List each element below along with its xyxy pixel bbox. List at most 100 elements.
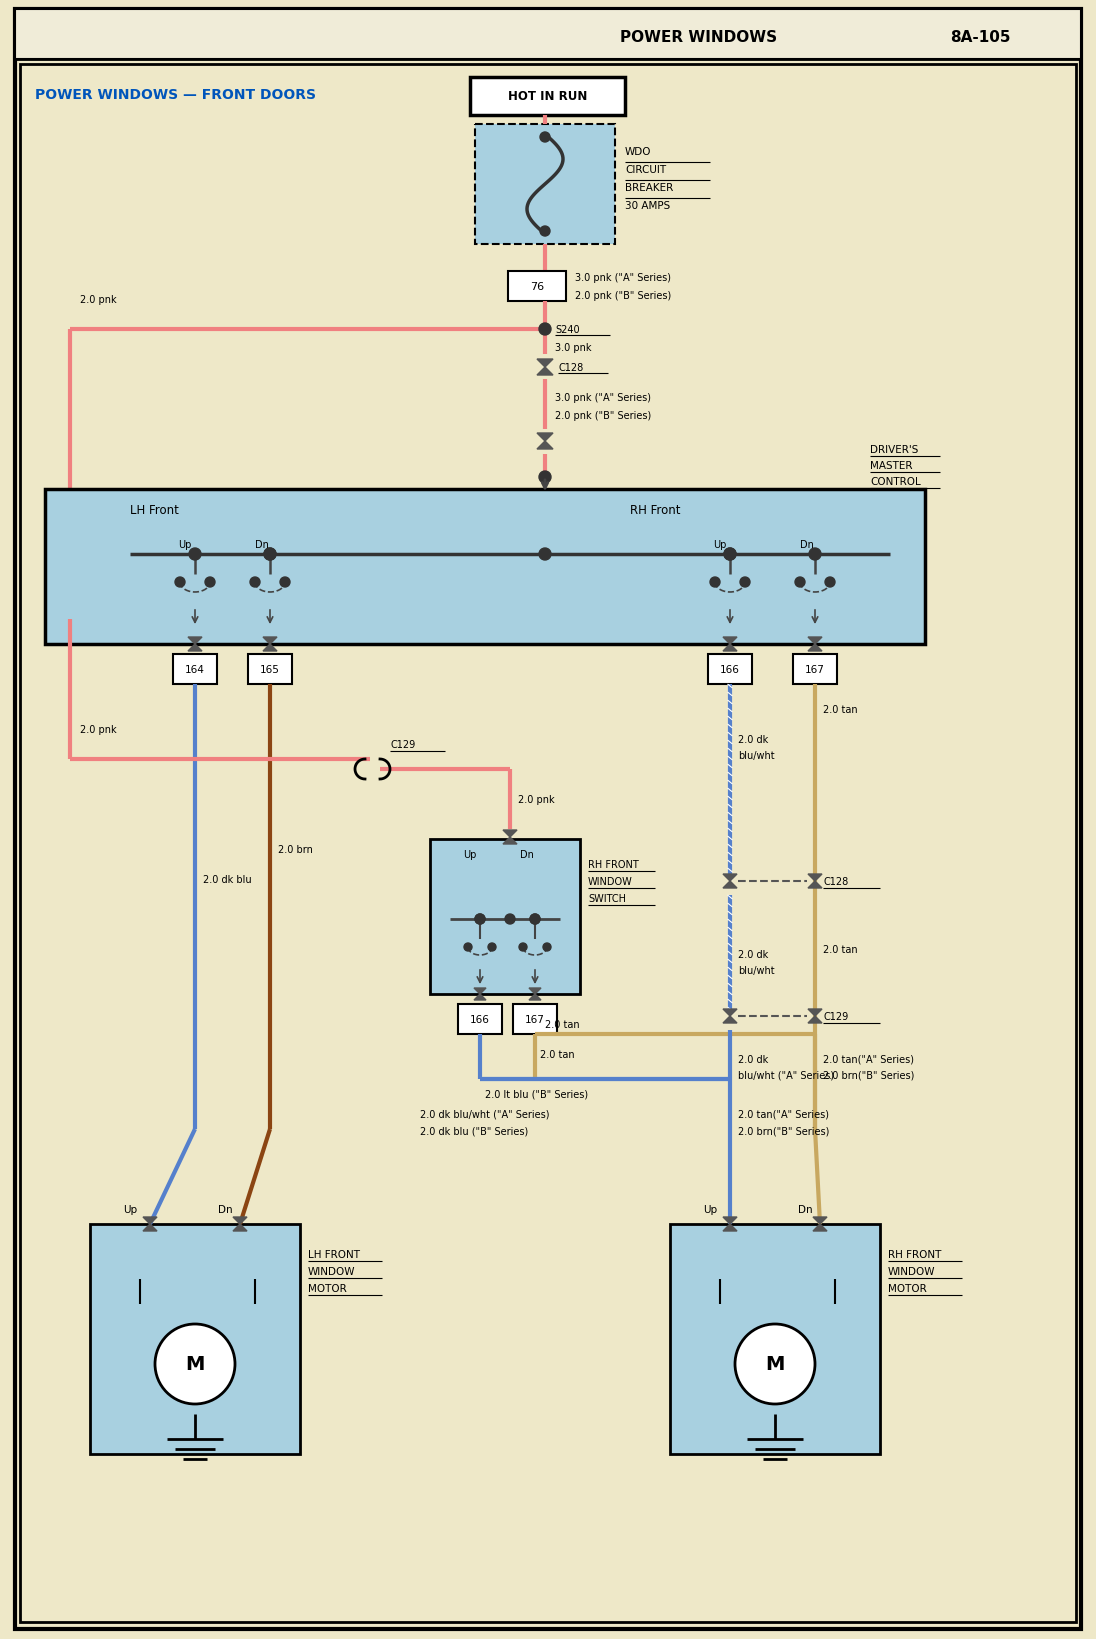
Bar — [45, 490, 925, 644]
Text: 165: 165 — [260, 664, 279, 675]
Circle shape — [264, 549, 276, 561]
Text: WINDOW: WINDOW — [308, 1267, 355, 1277]
Circle shape — [710, 577, 720, 588]
Text: 2.0 pnk: 2.0 pnk — [80, 295, 116, 305]
Text: C129: C129 — [823, 1011, 848, 1021]
Text: MOTOR: MOTOR — [888, 1283, 927, 1293]
Text: LH Front: LH Front — [130, 503, 179, 516]
Polygon shape — [503, 838, 517, 844]
Text: Up: Up — [703, 1205, 717, 1214]
Polygon shape — [723, 1010, 737, 1016]
Text: 2.0 dk: 2.0 dk — [738, 1054, 768, 1064]
Polygon shape — [808, 638, 822, 644]
Text: CONTROL: CONTROL — [870, 477, 921, 487]
Circle shape — [539, 325, 551, 336]
Circle shape — [724, 549, 737, 561]
Text: 2.0 dk: 2.0 dk — [738, 949, 768, 959]
Text: 2.0 tan("A" Series): 2.0 tan("A" Series) — [738, 1110, 829, 1119]
Circle shape — [279, 577, 290, 588]
Polygon shape — [537, 361, 553, 367]
Polygon shape — [808, 882, 822, 888]
Polygon shape — [537, 443, 553, 449]
Bar — [509, 272, 566, 302]
Text: WINDOW: WINDOW — [587, 877, 632, 887]
Polygon shape — [233, 1224, 247, 1231]
Polygon shape — [808, 875, 822, 882]
Text: 3.0 pnk: 3.0 pnk — [555, 343, 592, 352]
Text: 2.0 brn: 2.0 brn — [278, 844, 312, 854]
Bar — [708, 654, 752, 685]
Polygon shape — [189, 638, 202, 644]
Text: BREAKER: BREAKER — [625, 184, 673, 193]
Bar — [475, 125, 615, 244]
Circle shape — [724, 549, 737, 561]
Text: DRIVER'S: DRIVER'S — [870, 444, 918, 454]
Text: LH FRONT: LH FRONT — [308, 1249, 359, 1259]
Text: 2.0 tan: 2.0 tan — [545, 1019, 580, 1029]
Text: 2.0 pnk ("B" Series): 2.0 pnk ("B" Series) — [555, 411, 651, 421]
Text: Up: Up — [179, 539, 192, 549]
Circle shape — [740, 577, 750, 588]
Text: MOTOR: MOTOR — [308, 1283, 346, 1293]
Circle shape — [530, 915, 540, 924]
Text: Dn: Dn — [800, 539, 814, 549]
Text: 2.0 dk blu ("B" Series): 2.0 dk blu ("B" Series) — [420, 1126, 528, 1136]
Text: 167: 167 — [806, 664, 825, 675]
Polygon shape — [142, 1224, 157, 1231]
Text: 2.0 tan: 2.0 tan — [823, 705, 858, 715]
Text: M: M — [765, 1355, 785, 1373]
Text: 2.0 tan("A" Series): 2.0 tan("A" Series) — [823, 1054, 914, 1064]
Circle shape — [250, 577, 260, 588]
Bar — [430, 839, 580, 995]
Text: Dn: Dn — [521, 849, 534, 859]
Text: 167: 167 — [525, 1015, 545, 1024]
Polygon shape — [808, 644, 822, 652]
Text: 2.0 lt blu ("B" Series): 2.0 lt blu ("B" Series) — [486, 1090, 589, 1100]
Text: WDO: WDO — [625, 148, 651, 157]
Polygon shape — [808, 1016, 822, 1023]
Text: POWER WINDOWS: POWER WINDOWS — [620, 30, 777, 44]
Text: RH Front: RH Front — [630, 503, 681, 516]
Bar — [248, 654, 292, 685]
Polygon shape — [723, 638, 737, 644]
Circle shape — [809, 549, 821, 561]
Text: POWER WINDOWS — FRONT DOORS: POWER WINDOWS — FRONT DOORS — [35, 89, 316, 102]
Circle shape — [530, 915, 540, 924]
Text: Dn: Dn — [798, 1205, 812, 1214]
Circle shape — [539, 472, 551, 484]
Text: Dn: Dn — [218, 1205, 232, 1214]
Polygon shape — [189, 644, 202, 652]
Polygon shape — [723, 875, 737, 882]
Circle shape — [543, 944, 551, 951]
Text: WINDOW: WINDOW — [888, 1267, 936, 1277]
Text: 76: 76 — [530, 282, 544, 292]
Text: 2.0 tan: 2.0 tan — [540, 1049, 574, 1059]
Text: S240: S240 — [555, 325, 580, 334]
Circle shape — [488, 944, 496, 951]
Bar — [15, 10, 1081, 61]
Text: Up: Up — [464, 849, 477, 859]
Text: 2.0 tan: 2.0 tan — [823, 944, 858, 954]
Text: 30 AMPS: 30 AMPS — [625, 202, 671, 211]
Text: 166: 166 — [470, 1015, 490, 1024]
Polygon shape — [537, 434, 553, 443]
Text: 166: 166 — [720, 664, 740, 675]
Text: blu/wht: blu/wht — [738, 751, 775, 760]
Circle shape — [264, 549, 276, 561]
Text: 164: 164 — [185, 664, 205, 675]
Polygon shape — [142, 1218, 157, 1224]
Text: blu/wht ("A" Series): blu/wht ("A" Series) — [738, 1070, 834, 1080]
Bar — [470, 79, 625, 116]
Text: blu/wht: blu/wht — [738, 965, 775, 975]
Polygon shape — [529, 995, 541, 1000]
Bar — [513, 1005, 557, 1034]
Text: C129: C129 — [390, 739, 415, 749]
Circle shape — [464, 944, 472, 951]
Text: RH FRONT: RH FRONT — [587, 859, 639, 869]
Circle shape — [795, 577, 804, 588]
Polygon shape — [723, 1016, 737, 1023]
Polygon shape — [723, 1224, 737, 1231]
Circle shape — [475, 915, 486, 924]
Text: SWITCH: SWITCH — [587, 893, 626, 903]
Bar — [173, 654, 217, 685]
